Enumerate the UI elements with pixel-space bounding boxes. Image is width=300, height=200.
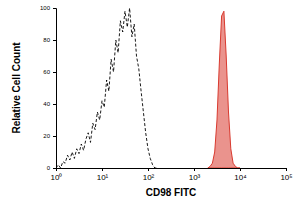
y-tick-label: 100 [40,5,51,11]
x-axis-title: CD98 FITC [146,187,197,198]
y-tick: 60 [43,69,56,75]
x-tick: 10⁰ [51,168,63,182]
line [56,8,157,168]
x-tick: 10³ [189,168,201,182]
x-tick-label: 10³ [189,173,201,182]
y-tick-label: 20 [43,133,50,139]
x-tick-mark [102,168,103,171]
x-tick: 10⁵ [280,168,292,182]
y-tick: 0 [47,165,56,171]
x-axis-line [57,169,287,172]
y-tick-mark [53,72,56,73]
y-axis-line [53,9,57,169]
x-tick-label: 10¹ [97,173,109,182]
y-axis-title: Relative Cell Count [11,42,22,134]
x-tick-mark [148,168,149,171]
y-tick-mark [53,136,56,137]
x-tick-label: 10² [143,173,155,182]
y-tick-mark [53,104,56,105]
y-tick-mark [53,40,56,41]
marks [56,8,240,168]
chart: 10⁰ 10¹ 10² 10³ 10⁴ 10⁵ 0 20 40 60 80 100 CD98 FITC R… [0,0,300,200]
y-tick-label: 0 [47,165,51,171]
x-tick: 10¹ [97,168,109,182]
x-tick-label: 10⁰ [51,173,63,182]
y-tick-mark [53,8,56,9]
y-tick-mark [53,168,56,169]
plot: 10⁰ 10¹ 10² 10³ 10⁴ 10⁵ 0 20 40 60 80 100 [40,5,293,181]
x-tick-label: 10⁵ [280,173,292,182]
x-axis: 10⁰ 10¹ 10² 10³ 10⁴ 10⁵ [51,168,293,182]
y-tick: 20 [43,133,56,139]
area [208,11,240,168]
y-tick-label: 80 [43,37,50,43]
y-tick-label: 60 [43,69,50,75]
y-tick: 40 [43,101,56,107]
y-tick: 100 [40,5,56,11]
x-tick-mark [194,168,195,171]
y-axis: 0 20 40 60 80 100 [40,5,57,171]
x-tick-mark [240,168,241,171]
y-tick-label: 40 [43,101,50,107]
x-tick-mark [286,168,287,171]
x-tick-label: 10⁴ [234,173,247,182]
x-tick: 10⁴ [234,168,247,182]
y-tick: 80 [43,37,56,43]
x-tick: 10² [143,168,155,182]
